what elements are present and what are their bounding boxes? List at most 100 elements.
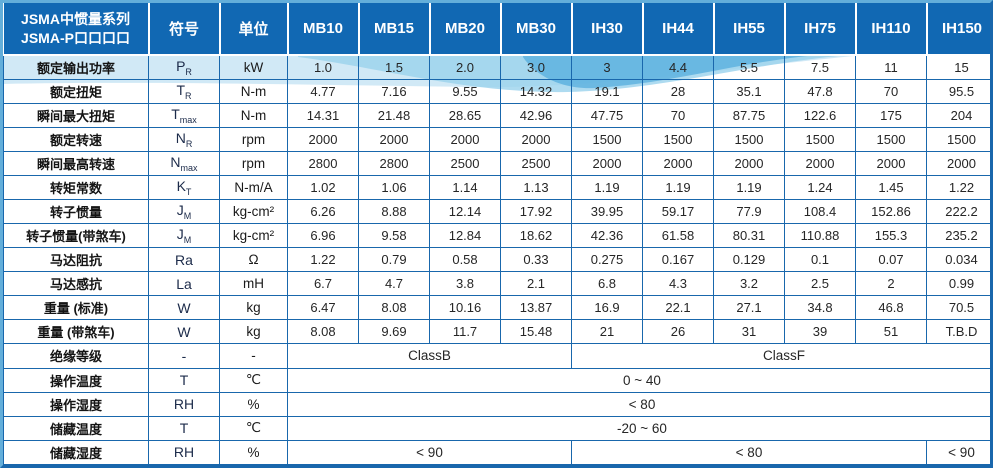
spec-value: 87.75 [713,102,785,128]
spec-value: 110.88 [784,223,856,249]
spec-value: 13.87 [500,295,572,321]
spec-value: 155.3 [855,223,927,249]
row-unit: kg [219,319,288,345]
spec-row: 瞬间最大扭矩 Tmax N-m 14.31 21.48 28.65 42.96 47.75 70… [3,102,990,128]
row-symbol: TR [148,78,220,104]
row-unit: kW [219,54,288,80]
row-label: 马达感抗 [3,271,149,297]
spec-value: 47.8 [784,78,856,104]
spec-value: 175 [855,102,927,128]
row-unit: mH [219,271,288,297]
spec-value: 2500 [500,150,572,176]
spec-value: 70.5 [926,295,990,321]
spec-value: 6.47 [287,295,359,321]
spec-value: 6.8 [571,271,643,297]
row-label: 操作湿度 [3,391,149,417]
spec-value: 2.1 [500,271,572,297]
spec-value: 4.4 [642,54,714,80]
spec-value: 1500 [642,126,714,152]
spec-value: 4.77 [287,78,359,104]
row-label: 额定转速 [3,126,149,152]
spec-value: 21.48 [358,102,430,128]
spec-value: 235.2 [926,223,990,249]
spec-value: 2800 [287,150,359,176]
row-symbol: - [148,343,220,369]
row-symbol: NR [148,126,220,152]
spec-value: 0.275 [571,247,643,273]
spec-row: 储藏湿度 RH% < 90 < 80 < 90 [3,439,990,465]
row-symbol: W [148,319,220,345]
row-label: 瞬间最高转速 [3,150,149,176]
spec-value: 70 [855,78,927,104]
spec-value: 1500 [855,126,927,152]
row-symbol: T [148,367,220,393]
spec-value: 1.24 [784,174,856,200]
spec-value: 12.14 [429,198,501,225]
spec-value: 204 [926,102,990,128]
spec-value: 15 [926,54,990,80]
spec-value: 28.65 [429,102,501,128]
row-symbol: La [148,271,220,297]
spec-value: 4.3 [642,271,714,297]
spec-value: 6.96 [287,223,359,249]
row-label: 转矩常数 [3,174,149,200]
spec-value: 18.62 [500,223,572,249]
row-symbol: JM [148,198,220,225]
table-title: JSMA中惯量系列 JSMA-P口口口口 [3,3,150,56]
spec-value: 47.75 [571,102,643,128]
row-symbol: Ra [148,247,220,273]
spec-value: 9.55 [429,78,501,104]
spec-value: 1500 [926,126,990,152]
col-header-mb20: MB20 [428,3,502,56]
row-unit: N-m/A [219,174,288,200]
row-label: 储藏温度 [3,415,149,441]
spec-row: 绝缘等级 - - ClassB ClassF [3,343,990,369]
spec-value: 34.8 [784,295,856,321]
spec-value: 2000 [429,126,501,152]
spec-value: 1.45 [855,174,927,200]
spec-value: 2000 [855,150,927,176]
spec-row: 操作温度 T ℃ 0 ~ 40 [3,367,990,393]
spec-value: 11.7 [429,319,501,345]
motor-spec-table: JSMA中惯量系列 JSMA-P口口口口 符号 单位 MB10 MB15 MB20 MB3… [3,3,990,465]
spec-value: 2000 [287,126,359,152]
spec-value: 42.36 [571,223,643,249]
spec-value: 3.0 [500,54,572,80]
spec-value: 0.034 [926,247,990,273]
col-header-ih55: IH55 [712,3,786,56]
row-unit: kg-cm² [219,223,288,249]
spec-value: 46.8 [855,295,927,321]
spec-value-merged: < 80 [571,439,927,465]
spec-value: 61.58 [642,223,714,249]
spec-value: 11 [855,54,927,80]
row-unit: - [219,343,288,369]
spec-value-merged: ClassF [571,343,990,369]
row-symbol: Tmax [148,102,220,128]
spec-value: 3 [571,54,643,80]
spec-value: 2000 [642,150,714,176]
row-label: 操作温度 [3,367,149,393]
spec-value: 108.4 [784,198,856,225]
spec-value: 1.02 [287,174,359,200]
spec-row: 转子惯量 JM kg-cm² 6.26 8.88 12.14 17.92 39.95 59.17… [3,198,990,225]
spec-value: 3.8 [429,271,501,297]
col-header-mb10: MB10 [286,3,360,56]
spec-value: 21 [571,319,643,345]
spec-row: 马达阻抗 Ra Ω 1.22 0.79 0.58 0.33 0.275 0.167 0.129 0.… [3,247,990,273]
spec-value: 1500 [784,126,856,152]
spec-value: 14.32 [500,78,572,104]
spec-value: 6.7 [287,271,359,297]
spec-value: 6.26 [287,198,359,225]
col-header-单位: 单位 [218,3,289,56]
spec-value: 1.0 [287,54,359,80]
spec-value: 2.5 [784,271,856,297]
row-unit: % [219,439,288,465]
spec-value: 28 [642,78,714,104]
spec-value: 2000 [784,150,856,176]
spec-value: 2.0 [429,54,501,80]
header-row: JSMA中惯量系列 JSMA-P口口口口 符号 单位 MB10 MB15 MB20 MB3… [3,3,990,56]
col-header-符号: 符号 [147,3,221,56]
spec-value: 7.5 [784,54,856,80]
row-unit: rpm [219,150,288,176]
